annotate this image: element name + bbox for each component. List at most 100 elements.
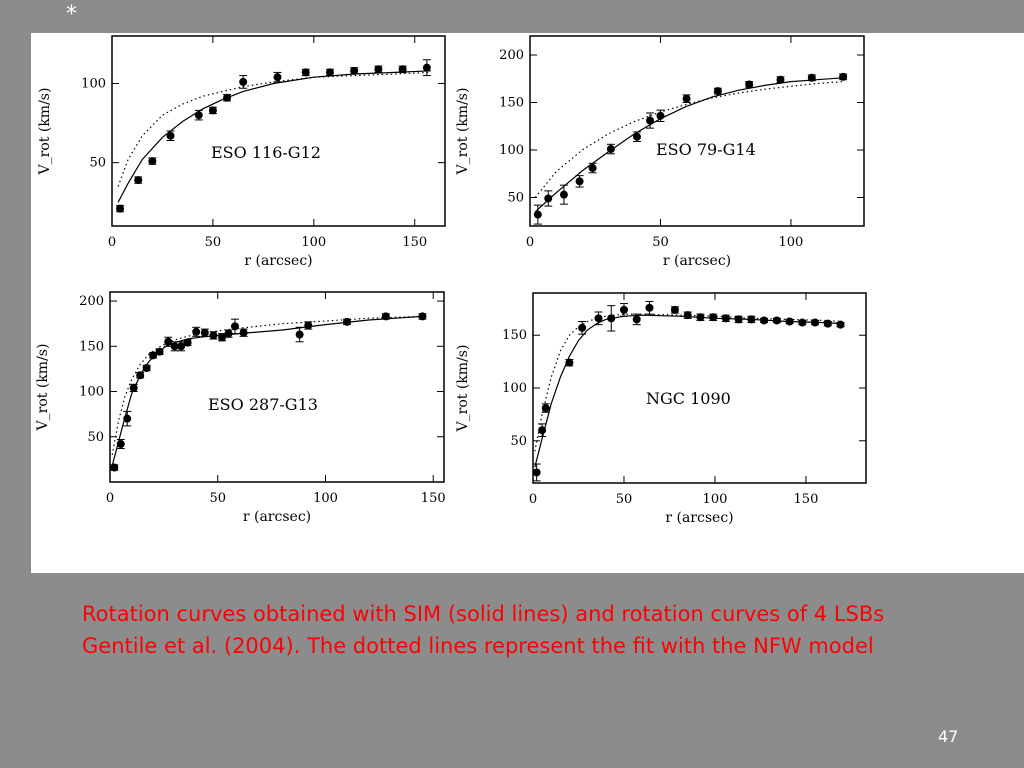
chart1-data-point [223, 93, 232, 102]
chart1-data-point [134, 176, 143, 185]
chart4-data-point [798, 318, 807, 327]
chart2-galaxy-label: ESO 79-G14 [656, 140, 756, 159]
chart2-data-point [606, 145, 615, 154]
chart3-data-point [418, 312, 427, 321]
chart2-y-tick-label: 150 [499, 96, 524, 111]
chart4-data-point [747, 315, 756, 324]
chart2-y-tick-label: 100 [499, 143, 524, 158]
chart4-data-point [578, 323, 587, 332]
chart4-data-point [645, 303, 654, 312]
figure-panel: 0 50 100 150 50 100 r (arcsec) V_rot (km/s) ESO … [31, 33, 1024, 573]
chart1-y-tick-label: 50 [89, 156, 106, 171]
chart3-data-point [164, 337, 173, 346]
chart1-x-tick-label: 0 [108, 235, 116, 250]
chart1-data-point [148, 157, 157, 166]
chart4-data-point [565, 358, 574, 367]
chart1-y-axis-label: V_rot (km/s) [37, 88, 53, 176]
chart2-data-point [632, 132, 641, 141]
chart1-data-point [350, 66, 359, 75]
chart2-data-point [713, 87, 722, 96]
chart4-data-point [607, 314, 616, 323]
chart3-data-point [129, 383, 138, 392]
chart3-data-point [381, 312, 390, 321]
chart1-nfw-fit-curve [117, 71, 431, 187]
chart4-data-point [785, 317, 794, 326]
chart1-x-tick-label: 50 [205, 235, 222, 250]
chart3-y-tick-label: 50 [87, 430, 104, 445]
chart3-data-point [224, 329, 233, 338]
chart2-y-tick-label: 50 [507, 191, 524, 206]
chart3-nfw-fit-curve [111, 315, 423, 456]
page-number: 47 [938, 727, 959, 746]
chart2-x-tick-label: 100 [779, 235, 804, 250]
caption-line-1: Rotation curves obtained with SIM (solid… [82, 602, 885, 626]
chart4-data-point [772, 316, 781, 325]
chart4-data-point [532, 468, 541, 477]
chart3-x-tick-label: 50 [209, 491, 226, 506]
slide-marker: * [66, 2, 77, 27]
chart2-data-point [575, 177, 584, 186]
chart4-galaxy-label: NGC 1090 [646, 389, 731, 408]
chart4-data-point [670, 305, 679, 314]
chart1-data-point [166, 131, 175, 140]
chart1-frame [111, 35, 446, 227]
chart3-data-point [192, 327, 201, 336]
chart2-data-point [682, 94, 691, 103]
chart2-x-axis-label: r (arcsec) [663, 253, 731, 269]
chart3-data-point [116, 440, 125, 448]
chart1-data-point [239, 77, 248, 86]
chart3-data-point [123, 414, 132, 423]
chart2-data-point [544, 194, 553, 203]
chart4-data-point [683, 311, 692, 320]
chart4-y-tick-label: 50 [510, 434, 527, 449]
chart3-y-tick-label: 150 [79, 339, 104, 354]
chart4-y-axis-label: V_rot (km/s) [455, 345, 471, 433]
chart4-data-point [619, 305, 628, 314]
chart4-y-tick-label: 150 [502, 328, 527, 343]
chart4-data-point [632, 315, 641, 324]
chart3-data-point [136, 371, 145, 380]
chart1-x-tick-label: 150 [402, 235, 427, 250]
chart1-data-point [194, 111, 203, 120]
chart1-galaxy-label: ESO 116-G12 [211, 143, 321, 162]
chart3-data-point [170, 342, 179, 351]
chart1-data-point [208, 106, 217, 115]
chart3-data-point [343, 317, 352, 326]
chart3-y-tick-label: 100 [79, 385, 104, 400]
chart3-x-tick-label: 100 [313, 491, 338, 506]
chart1-sim-curve [117, 70, 431, 203]
chart4-x-axis-label: r (arcsec) [665, 510, 733, 526]
chart4-data-point [709, 313, 718, 322]
chart2-data-point [807, 73, 816, 82]
chart4-x-tick-label: 50 [616, 492, 633, 507]
chart3-data-point [304, 321, 313, 330]
chart2-data-point [646, 116, 655, 125]
chart1-data-point [116, 204, 125, 213]
chart2-data-point [533, 210, 542, 219]
chart3-data-point [218, 333, 227, 342]
chart1-data-point [398, 65, 407, 74]
chart4-nfw-fit-curve [534, 313, 843, 452]
chart2-y-tick-label: 200 [499, 48, 524, 63]
chart3-x-axis-label: r (arcsec) [243, 509, 311, 525]
chart3-y-axis-label: V_rot (km/s) [35, 344, 51, 432]
chart3-x-tick-label: 0 [106, 491, 114, 506]
chart2-data-point [588, 164, 597, 173]
chart4-x-tick-label: 0 [529, 492, 537, 507]
chart3-data-point [155, 347, 164, 356]
chart1-x-axis-label: r (arcsec) [244, 253, 312, 269]
chart3-data-point [209, 331, 218, 340]
chart4-x-tick-label: 100 [703, 492, 728, 507]
chart1-data-point [325, 68, 334, 77]
chart4-data-point [734, 315, 743, 324]
chart2-y-axis-label: V_rot (km/s) [455, 88, 471, 176]
chart4-data-point [836, 320, 845, 329]
chart3-y-tick-label: 200 [79, 294, 104, 309]
chart1-data-point [422, 63, 431, 72]
chart2-frame [529, 35, 865, 227]
chart3-x-tick-label: 150 [421, 491, 446, 506]
chart2-data-point [839, 72, 848, 81]
chart2-data-point [745, 80, 754, 89]
chart4-data-point [594, 314, 603, 323]
chart3-data-point [295, 330, 304, 339]
